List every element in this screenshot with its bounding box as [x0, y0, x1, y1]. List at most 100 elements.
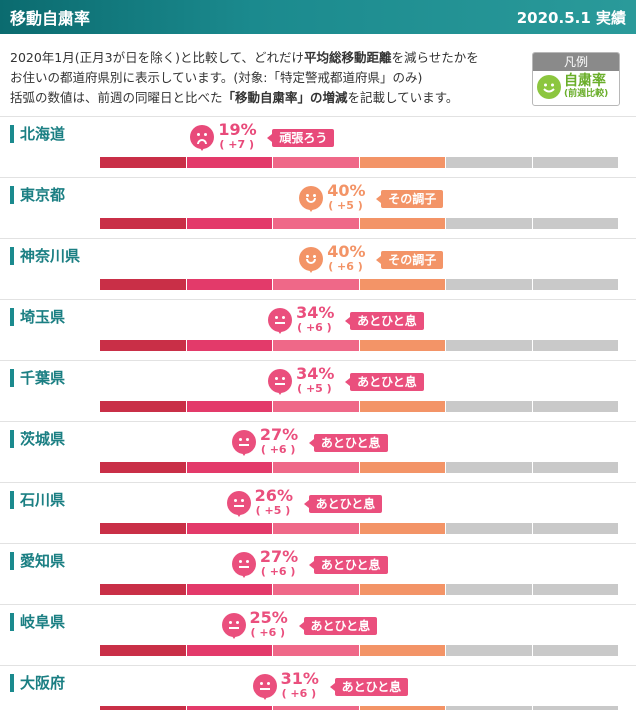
legend-title: 自粛率 [564, 73, 606, 89]
sad-face-icon [190, 125, 215, 151]
status-message: 頑張ろう [267, 129, 335, 147]
bar-segment [359, 157, 445, 168]
prefecture-row: 愛知県 27%( +6 ) あとひと息 [0, 543, 636, 604]
bar-segment [273, 401, 359, 412]
desc-line1-a: 2020年1月(正月3が日を除く)と比較して、どれだけ [10, 50, 304, 65]
bar-segment [532, 523, 618, 534]
prefecture-row: 神奈川県 40%( +6 ) その調子 [0, 238, 636, 299]
progress-bar [100, 157, 618, 168]
bar-segment [100, 706, 186, 710]
bar-segment [446, 645, 532, 656]
bar-segment [100, 523, 186, 534]
rate-value: 19% [218, 120, 257, 139]
bar-segment [532, 401, 618, 412]
bar-segment [273, 218, 359, 229]
desc-line1-b: 平均総移動距離 [303, 50, 392, 65]
bar-segment [273, 706, 359, 710]
rate-value: 27% [259, 425, 299, 444]
bar-segment [186, 401, 272, 412]
smile-face-icon [299, 247, 324, 273]
prefecture-name: 大阪府 [10, 674, 65, 692]
page-title: 移動自粛率 [10, 9, 91, 28]
bar-segment [446, 706, 532, 710]
weekly-delta: ( +6 ) [260, 565, 296, 578]
prefecture-row: 千葉県 34%( +5 ) あとひと息 [0, 360, 636, 421]
prefecture-name: 愛知県 [10, 552, 65, 570]
row-divider [0, 238, 636, 239]
bar-segment [100, 584, 186, 595]
bar-segment [532, 462, 618, 473]
smile-face-icon [299, 186, 324, 212]
weekly-delta: ( +6 ) [260, 443, 296, 456]
status-message: あとひと息 [298, 617, 378, 635]
row-divider [0, 360, 636, 361]
bar-segment [273, 157, 359, 168]
progress-bar [100, 706, 618, 710]
desc-line3-c: を記載しています。 [347, 90, 459, 105]
neutral-face-icon [268, 308, 293, 334]
bar-segment [186, 340, 272, 351]
prefecture-name: 千葉県 [10, 369, 65, 387]
bar-segment [186, 645, 272, 656]
bar-segment [359, 706, 445, 710]
progress-bar [100, 584, 618, 595]
prefecture-row: 北海道 19%( +7 ) 頑張ろう [0, 116, 636, 177]
bar-segment [186, 279, 272, 290]
progress-bar [100, 401, 618, 412]
bar-segment [446, 340, 532, 351]
bar-segment [359, 462, 445, 473]
bar-segment [100, 340, 186, 351]
bar-segment [446, 584, 532, 595]
row-divider [0, 177, 636, 178]
progress-bar [100, 523, 618, 534]
row-divider [0, 116, 636, 117]
prefecture-name: 東京都 [10, 186, 65, 204]
bar-segment [532, 279, 618, 290]
status-message: あとひと息 [345, 312, 424, 330]
progress-bar [100, 279, 618, 290]
bar-segment [446, 401, 532, 412]
bar-segment [359, 340, 445, 351]
status-message: その調子 [376, 190, 444, 208]
smile-face-icon [537, 75, 561, 99]
bar-segment [359, 218, 445, 229]
bar-segment [359, 645, 445, 656]
row-divider [0, 543, 636, 544]
legend-header: 凡例 [533, 53, 619, 71]
row-divider [0, 482, 636, 483]
bar-segment [446, 279, 532, 290]
progress-bar [100, 645, 618, 656]
neutral-face-icon [252, 674, 277, 700]
bar-segment [100, 279, 186, 290]
rate-value: 40% [327, 242, 366, 261]
bar-segment [532, 645, 618, 656]
status-message: あとひと息 [303, 495, 383, 513]
prefecture-row: 大阪府 31%( +6 ) あとひと息 [0, 665, 636, 710]
bar-segment [186, 584, 272, 595]
progress-bar [100, 340, 618, 351]
bar-segment [446, 462, 532, 473]
desc-line2: お住いの都道府県別に表示しています。(対象:「特定警戒都道府県」のみ) [10, 70, 423, 85]
bar-segment [446, 218, 532, 229]
bar-segment [273, 584, 359, 595]
bar-segment [100, 157, 186, 168]
bar-segment [273, 340, 359, 351]
progress-bar [100, 462, 618, 473]
row-divider [0, 604, 636, 605]
neutral-face-icon [226, 491, 251, 517]
weekly-delta: ( +6 ) [328, 260, 363, 273]
status-message: あとひと息 [308, 556, 388, 574]
neutral-face-icon [231, 430, 256, 456]
bar-segment [532, 584, 618, 595]
bar-segment [359, 401, 445, 412]
bar-segment [100, 462, 186, 473]
bar-segment [100, 645, 186, 656]
desc-line3-a: 括弧の数値は、前週の同曜日と比べた [10, 90, 223, 105]
neutral-face-icon [231, 552, 256, 578]
bar-segment [186, 157, 272, 168]
desc-line3-b: 「移動自粛率」の増減 [222, 90, 348, 105]
weekly-delta: ( +6 ) [297, 321, 332, 334]
prefecture-name: 埼玉県 [10, 308, 65, 326]
bar-segment [359, 279, 445, 290]
prefecture-row: 埼玉県 34%( +6 ) あとひと息 [0, 299, 636, 360]
